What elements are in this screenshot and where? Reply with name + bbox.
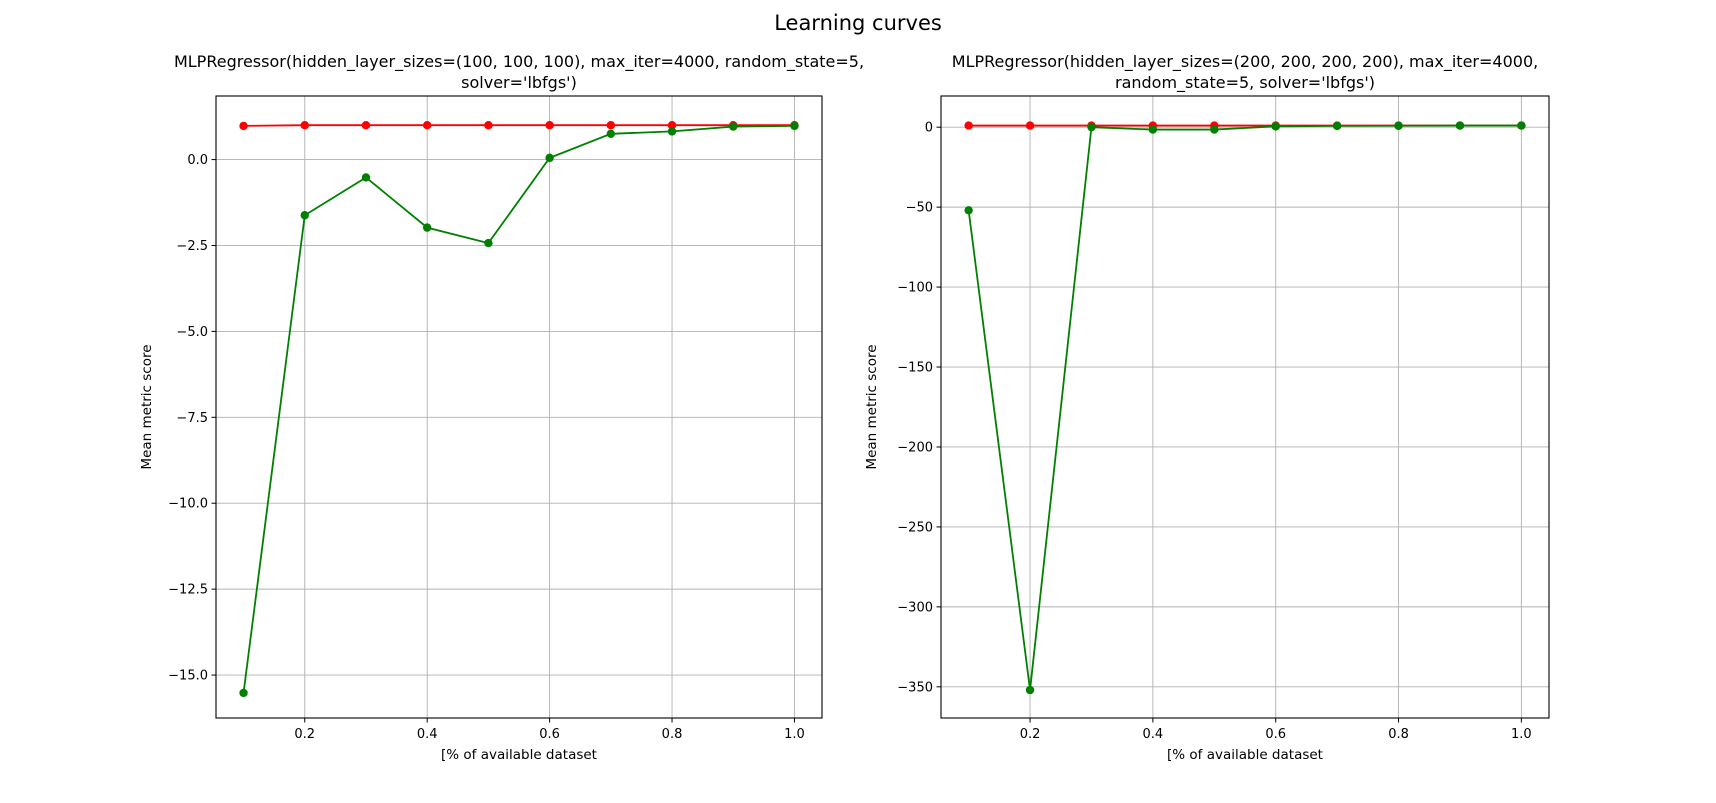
data-point-green <box>1210 125 1219 134</box>
series-line-green <box>967 124 1522 691</box>
data-point-red <box>239 121 248 131</box>
data-point-red <box>545 121 554 130</box>
data-point-green <box>1025 685 1035 695</box>
y-tick-label: −50 <box>906 201 933 216</box>
x-tick-label: 0.2 <box>1020 727 1041 742</box>
data-point-green <box>484 238 493 248</box>
data-point-red <box>606 121 616 130</box>
data-point-green <box>790 121 799 131</box>
y-axis-label: Mean metric score <box>139 344 155 469</box>
x-tick-label: 0.6 <box>1265 727 1286 742</box>
x-axis-label: [% of available dataset <box>1167 747 1323 763</box>
y-tick-label: −250 <box>897 520 933 535</box>
data-point-red <box>667 121 677 130</box>
y-tick-label: −7.5 <box>176 411 208 426</box>
y-tick-label: −5.0 <box>176 325 208 340</box>
chart-title-line-2: solver='lbfgs') <box>461 73 577 92</box>
series-line-green <box>242 125 795 694</box>
data-point-green <box>1148 125 1158 134</box>
axes-frame <box>215 95 823 719</box>
y-tick-label: −350 <box>897 680 933 695</box>
data-point-green <box>729 122 738 131</box>
data-point-green <box>1332 121 1342 131</box>
x-tick-label: 0.8 <box>1388 727 1409 742</box>
data-point-green <box>1271 122 1280 131</box>
y-tick-label: −300 <box>897 600 933 615</box>
x-tick-label: 1.0 <box>784 727 805 742</box>
data-point-green <box>422 223 432 232</box>
x-tick-label: 1.0 <box>1511 727 1532 742</box>
data-point-green <box>667 127 677 136</box>
chart-panel-right: 0.2 0.4 0.6 0.8 1.0 0 −50 −100 −150 −200 −250 −300 −… <box>864 52 1550 763</box>
data-point-green <box>361 173 371 182</box>
data-point-green <box>1087 122 1096 132</box>
y-tick-label: −12.5 <box>168 583 208 598</box>
chart-title-line-2: random_state=5, solver='lbfgs') <box>1115 73 1375 93</box>
data-point-green <box>300 211 309 220</box>
chart-panel-left: 0.2 0.4 0.6 0.8 1.0 0.0 −2.5 −5.0 −7.5 −10.0 −12.5… <box>139 52 864 763</box>
data-point-red <box>422 121 432 130</box>
chart-title-line-1: MLPRegressor(hidden_layer_sizes=(100, 10… <box>174 52 864 72</box>
data-point-green <box>964 206 973 215</box>
y-tick-label: −100 <box>897 281 933 296</box>
data-point-green <box>239 688 248 698</box>
data-point-green <box>1455 121 1465 130</box>
data-point-red <box>1025 121 1035 130</box>
figure-suptitle: Learning curves <box>774 11 942 35</box>
data-point-green <box>606 129 616 139</box>
x-tick-label: 0.2 <box>294 727 315 742</box>
y-tick-label: −10.0 <box>168 497 208 512</box>
data-point-red <box>484 121 493 130</box>
x-axis-label: [% of available dataset <box>441 747 597 763</box>
x-tick-label: 0.8 <box>662 727 683 742</box>
data-point-red <box>300 121 309 130</box>
y-axis-label: Mean metric score <box>864 344 880 469</box>
y-tick-label: 0 <box>925 121 933 136</box>
data-point-green <box>545 153 554 163</box>
y-tick-label: −15.0 <box>168 669 208 684</box>
y-tick-label: −2.5 <box>176 239 208 254</box>
data-point-red <box>361 121 371 130</box>
y-tick-label: −150 <box>897 361 933 376</box>
axes-frame <box>940 95 1550 719</box>
x-tick-label: 0.4 <box>1143 727 1164 742</box>
y-tick-label: −200 <box>897 440 933 455</box>
data-point-green <box>1394 121 1403 130</box>
x-tick-label: 0.4 <box>417 727 438 742</box>
chart-title-line-1: MLPRegressor(hidden_layer_sizes=(200, 20… <box>952 52 1538 72</box>
data-point-red <box>964 121 973 130</box>
x-tick-label: 0.6 <box>539 727 560 742</box>
data-point-green <box>1517 121 1526 130</box>
series-line-red <box>243 124 795 127</box>
y-tick-label: 0.0 <box>187 153 208 168</box>
